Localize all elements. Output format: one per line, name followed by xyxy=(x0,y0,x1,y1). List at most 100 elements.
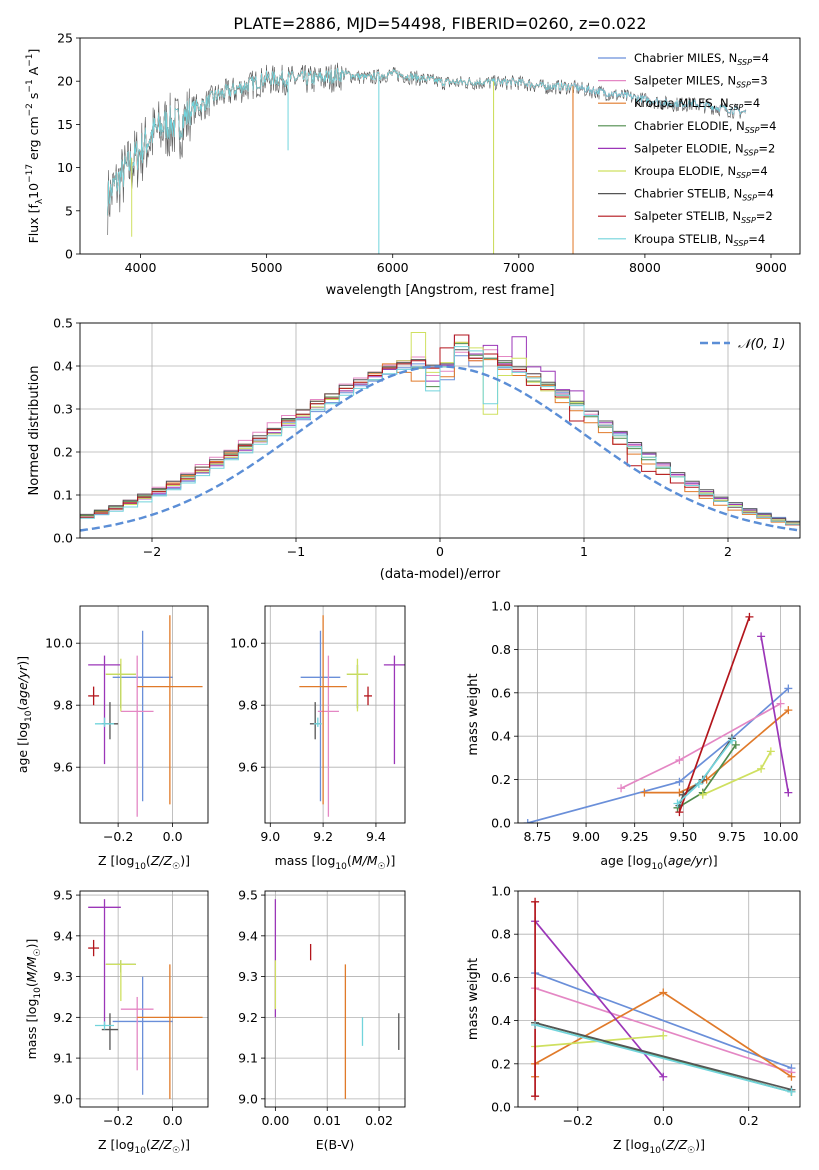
x-tick-label: 2 xyxy=(724,544,732,559)
y-tick-label: 0.2 xyxy=(53,445,73,460)
x-tick-label: 0.0 xyxy=(653,1113,673,1128)
x-tick-label: 9.50 xyxy=(669,829,697,844)
y-axis-label: Flux [fλ10−17 erg cm−2 s−1 A−1] xyxy=(25,49,45,244)
x-tick-label: 9.25 xyxy=(621,829,649,844)
axes-frame xyxy=(79,890,209,1108)
weight-vs-age-panel: 8.75 9.00 9.25 9.50 9.75 10.00 0.0 0.2 0.4 0.6 0.8… xyxy=(466,599,801,872)
weight-marker xyxy=(694,779,703,788)
weight-line xyxy=(760,636,790,793)
y-tick-label: 1.0 xyxy=(491,884,511,899)
x-axis-label: Z [log10(Z/Z☉)] xyxy=(613,1137,705,1156)
spectrum-line xyxy=(107,67,494,254)
y-tick-label: 0.8 xyxy=(491,642,511,657)
weight-marker xyxy=(757,764,766,773)
x-axis-label: E(B-V) xyxy=(316,1137,355,1152)
axes-frame xyxy=(264,890,406,1108)
y-tick-label: 9.6 xyxy=(238,760,258,775)
y-tick-label: 9.4 xyxy=(53,928,73,943)
weight-line xyxy=(534,972,792,1069)
weight-marker xyxy=(523,819,532,823)
x-tick-label: 8000 xyxy=(629,260,661,275)
x-axis-label: mass [log10(M/M☉)] xyxy=(275,853,396,872)
y-tick-label: 9.5 xyxy=(238,888,258,903)
figure-title: PLATE=2886, MJD=54498, FIBERID=0260, z=0… xyxy=(233,14,646,33)
weight-marker xyxy=(757,632,766,641)
x-tick-label: 0.00 xyxy=(261,1113,289,1128)
mass-vs-metallicity-panel: −0.2 0.0 9.0 9.1 9.2 9.3 9.4 9.5 Z [log10(Z/Z☉)]… xyxy=(24,888,209,1156)
weight-marker xyxy=(659,1031,668,1040)
legend-label: Kroupa MILES, NSSP=4 xyxy=(634,96,760,112)
weight-marker xyxy=(784,706,793,715)
y-tick-label: 9.2 xyxy=(53,1010,73,1025)
legend-label: Chabrier MILES, NSSP=4 xyxy=(634,51,769,67)
x-tick-label: −2 xyxy=(143,544,161,559)
y-tick-label: 10.0 xyxy=(45,636,73,651)
plot-area xyxy=(531,897,796,1101)
x-tick-label: 9.00 xyxy=(572,829,600,844)
x-tick-label: 9.2 xyxy=(313,829,333,844)
spectrum-line xyxy=(107,67,494,254)
legend-label: Chabrier ELODIE, NSSP=4 xyxy=(634,119,776,135)
histogram-step xyxy=(80,346,800,528)
y-tick-label: 9.1 xyxy=(238,1051,258,1066)
legend-label: Kroupa STELIB, NSSP=4 xyxy=(634,232,765,248)
y-tick-label: 0.8 xyxy=(491,927,511,942)
spectrum-panel: 4000 5000 6000 7000 8000 9000 0 5 10 15 20 25 wavele… xyxy=(25,31,801,298)
x-tick-label: 4000 xyxy=(125,260,157,275)
histogram-step xyxy=(80,355,800,525)
weight-marker xyxy=(617,784,626,793)
spectrum-line xyxy=(107,67,494,254)
x-tick-label: 9.4 xyxy=(366,829,386,844)
x-tick-label: 0 xyxy=(436,544,444,559)
x-axis-label: age [log10(age/yr)] xyxy=(600,853,717,872)
y-tick-label: 9.0 xyxy=(238,1091,258,1106)
x-tick-label: 5000 xyxy=(251,260,283,275)
y-tick-label: 10 xyxy=(57,160,73,175)
x-tick-label: −1 xyxy=(287,544,305,559)
weight-marker xyxy=(766,747,775,756)
y-tick-label: 9.1 xyxy=(53,1051,73,1066)
weight-line xyxy=(527,687,789,823)
weight-line xyxy=(620,702,782,790)
axes-frame xyxy=(517,890,801,1108)
y-tick-label: 9.8 xyxy=(238,698,258,713)
x-tick-label: 9.0 xyxy=(260,829,280,844)
weight-marker xyxy=(673,799,682,808)
weight-line xyxy=(644,709,789,794)
age-vs-mass-panel: 9.0 9.2 9.4 9.6 9.8 10.0 mass [log10(M/M☉)] xyxy=(230,605,406,872)
y-tick-label: 25 xyxy=(57,31,73,46)
weight-marker xyxy=(787,1072,796,1081)
legend-label: Salpeter MILES, NSSP=3 xyxy=(634,74,768,90)
weight-marker xyxy=(659,988,668,997)
y-tick-label: 9.4 xyxy=(238,928,258,943)
plot-area xyxy=(107,62,747,254)
y-tick-label: 0.4 xyxy=(53,359,73,374)
weight-line xyxy=(534,1021,792,1091)
y-axis-label: age [log10(age/yr)] xyxy=(15,656,34,773)
plot-area xyxy=(88,615,203,817)
legend-label: Kroupa ELODIE, NSSP=4 xyxy=(634,164,768,180)
weight-marker xyxy=(659,1072,668,1081)
weight-marker xyxy=(787,1087,796,1096)
x-axis-label: Z [log10(Z/Z☉)] xyxy=(98,853,190,872)
x-tick-label: 9.75 xyxy=(718,829,746,844)
y-tick-label: 9.5 xyxy=(53,888,73,903)
y-tick-label: 0.3 xyxy=(53,402,73,417)
y-axis-label: mass weight xyxy=(466,958,481,1040)
x-tick-label: 9000 xyxy=(755,260,787,275)
weight-line xyxy=(534,987,792,1074)
x-tick-label: 0.0 xyxy=(163,1113,183,1128)
y-tick-label: 5 xyxy=(65,203,73,218)
y-tick-label: 0.4 xyxy=(491,1013,511,1028)
x-tick-label: 8.75 xyxy=(524,829,552,844)
y-tick-label: 0.0 xyxy=(491,1100,511,1115)
y-tick-label: 9.3 xyxy=(238,969,258,984)
y-tick-label: 0.0 xyxy=(53,531,73,546)
x-tick-label: 6000 xyxy=(377,260,409,275)
y-tick-label: 0 xyxy=(65,247,73,262)
legend-label: Salpeter ELODIE, NSSP=2 xyxy=(634,141,775,157)
y-axis-label: Normed distribution xyxy=(27,366,42,496)
weight-line xyxy=(534,1024,792,1093)
weight-marker xyxy=(531,1092,540,1101)
